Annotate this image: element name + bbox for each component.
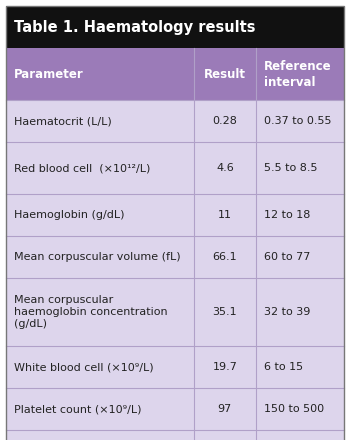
Text: Mean corpuscular volume (fL): Mean corpuscular volume (fL): [14, 252, 181, 262]
Text: 32 to 39: 32 to 39: [264, 307, 310, 317]
Text: Result: Result: [204, 67, 246, 81]
Text: Reference
interval: Reference interval: [264, 59, 332, 88]
Text: 12 to 18: 12 to 18: [264, 210, 310, 220]
Text: Platelet count (×10⁹/L): Platelet count (×10⁹/L): [14, 404, 141, 414]
Text: Haemoglobin (g/dL): Haemoglobin (g/dL): [14, 210, 125, 220]
Bar: [6, 6, 344, 48]
Text: 19.7: 19.7: [212, 362, 237, 372]
Text: 11: 11: [218, 210, 232, 220]
Bar: [6, 388, 344, 430]
Text: 5.5 to 8.5: 5.5 to 8.5: [264, 163, 317, 173]
Text: Red blood cell  (×10¹²/L): Red blood cell (×10¹²/L): [14, 163, 150, 173]
Bar: [6, 194, 344, 236]
Text: Parameter: Parameter: [14, 67, 84, 81]
Bar: [6, 278, 344, 346]
Bar: [6, 236, 344, 278]
Text: Mean corpuscular
haemoglobin concentration
(g/dL): Mean corpuscular haemoglobin concentrati…: [14, 295, 168, 330]
Text: 66.1: 66.1: [212, 252, 237, 262]
Text: 35.1: 35.1: [212, 307, 237, 317]
Text: Haematocrit (L/L): Haematocrit (L/L): [14, 116, 112, 126]
Bar: [6, 430, 344, 440]
Text: 6 to 15: 6 to 15: [264, 362, 303, 372]
Text: White blood cell (×10⁹/L): White blood cell (×10⁹/L): [14, 362, 154, 372]
Bar: [6, 100, 344, 142]
Text: 150 to 500: 150 to 500: [264, 404, 324, 414]
Text: 0.37 to 0.55: 0.37 to 0.55: [264, 116, 331, 126]
Text: 97: 97: [218, 404, 232, 414]
Text: 0.28: 0.28: [212, 116, 237, 126]
Text: 60 to 77: 60 to 77: [264, 252, 310, 262]
Bar: [6, 142, 344, 194]
Text: 4.6: 4.6: [216, 163, 234, 173]
Bar: [6, 48, 344, 100]
Bar: [6, 346, 344, 388]
Text: Table 1. Haematology results: Table 1. Haematology results: [14, 19, 255, 34]
